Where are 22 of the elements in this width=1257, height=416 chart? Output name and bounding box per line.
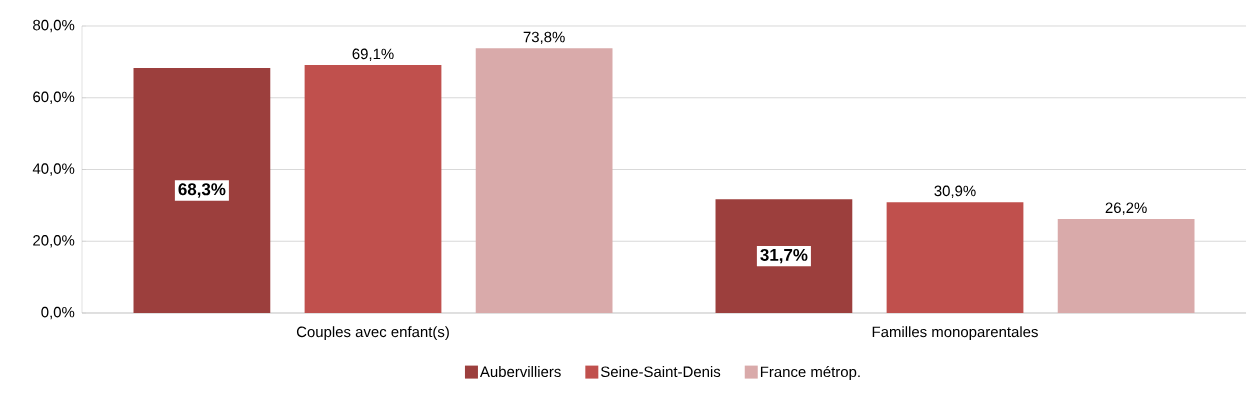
x-tick-label: Couples avec enfant(s) [296,326,449,341]
data-label: 69,1% [352,48,394,61]
x-tick-label: Familles monoparentales [872,326,1038,341]
bar [1057,219,1195,313]
y-tick-label: 0,0% [41,306,75,320]
y-tick-label: 20,0% [33,235,75,248]
y-tick-label: 40,0% [32,163,75,176]
bar [133,67,271,313]
data-label: 31,7% [760,248,808,264]
bar [886,202,1024,313]
data-label: 68,3% [178,183,226,198]
data-label: 26,2% [1105,202,1147,215]
y-tick-label: 80,0% [33,19,75,33]
legend-label: Seine-Saint-Denis [600,366,721,378]
bar [304,65,442,313]
data-label: 30,9% [934,185,976,198]
legend-label: France métrop. [760,365,860,381]
y-tick-label: 60,0% [33,91,75,104]
legend-label: Aubervilliers [479,366,561,378]
bar [715,199,853,313]
bar [475,48,613,313]
data-label: 73,8% [523,31,565,45]
